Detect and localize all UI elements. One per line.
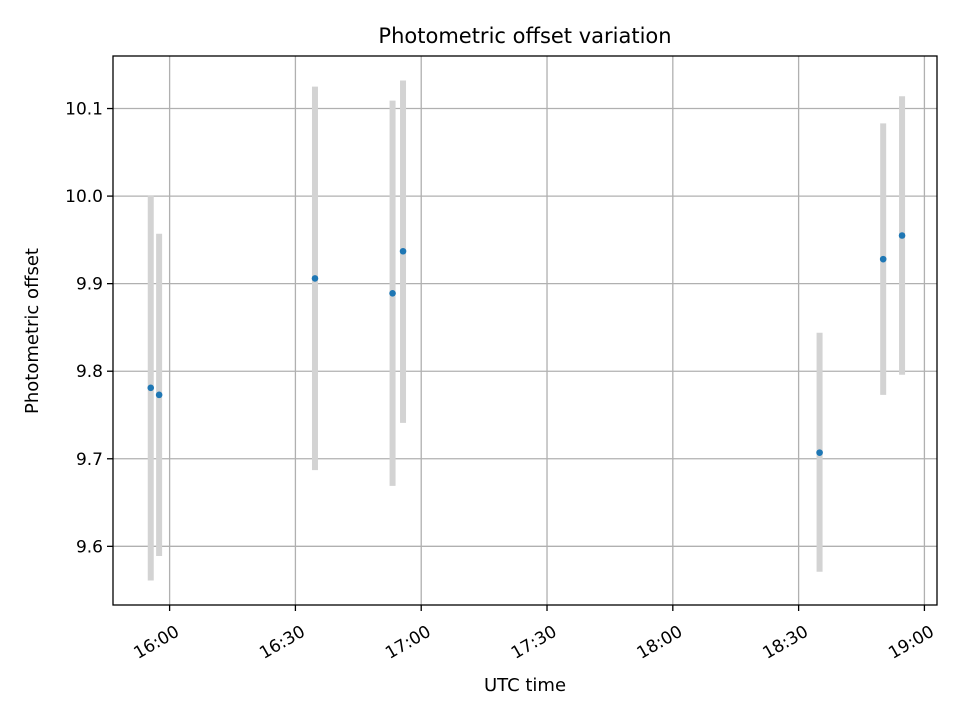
data-point bbox=[816, 449, 823, 456]
data-point bbox=[898, 232, 906, 239]
x-tick-label: 16:30 bbox=[256, 622, 308, 664]
x-tick-label: 16:00 bbox=[130, 622, 182, 664]
x-tick-label: 17:00 bbox=[382, 622, 434, 664]
y-axis-ticks: 9.6 9.7 9.8 9.9 10.0 10.1 bbox=[65, 100, 113, 557]
y-tick-label: 10.1 bbox=[65, 100, 103, 120]
x-axis-label: UTC time bbox=[484, 675, 566, 696]
y-tick-label: 9.6 bbox=[76, 537, 103, 557]
y-axis-label: Photometric offset bbox=[22, 248, 43, 414]
x-tick-label: 18:30 bbox=[759, 622, 811, 664]
y-tick-label: 10.0 bbox=[65, 187, 103, 207]
x-tick-label: 19:00 bbox=[885, 622, 937, 664]
data-point bbox=[399, 247, 407, 255]
y-tick-label: 9.8 bbox=[76, 362, 103, 382]
y-tick-label: 9.7 bbox=[76, 450, 103, 470]
data-point bbox=[879, 255, 887, 263]
x-tick-label: 17:30 bbox=[508, 622, 560, 664]
x-tick-label: 18:00 bbox=[634, 622, 686, 664]
y-tick-label: 9.9 bbox=[76, 275, 103, 295]
x-axis-ticks: 16:00 16:30 17:00 17:30 18:00 18:30 19:00 bbox=[130, 605, 938, 664]
data-points bbox=[147, 232, 906, 456]
grid-lines bbox=[113, 56, 937, 605]
data-point bbox=[389, 289, 396, 297]
error-bars bbox=[147, 80, 906, 581]
plot-frame bbox=[112, 55, 938, 606]
data-point bbox=[147, 384, 155, 392]
chart-title: Photometric offset variation bbox=[378, 24, 671, 48]
data-point bbox=[155, 391, 163, 399]
data-point bbox=[311, 275, 319, 282]
